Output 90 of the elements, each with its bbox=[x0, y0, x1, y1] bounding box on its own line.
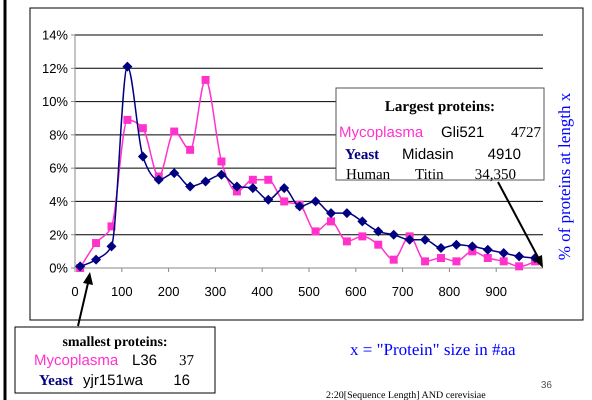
annotation: Gli521 bbox=[441, 124, 484, 141]
text: 2:20[Sequence Length] AND cerevisiae bbox=[326, 390, 486, 400]
point bbox=[374, 240, 382, 249]
point bbox=[122, 62, 132, 72]
text: L36 bbox=[132, 352, 158, 369]
x-tick-label: 100 bbox=[110, 284, 133, 299]
y-tick-label: 4% bbox=[49, 194, 68, 209]
point bbox=[200, 176, 211, 186]
point bbox=[106, 241, 117, 252]
point bbox=[436, 254, 445, 262]
annotation: Human bbox=[346, 167, 391, 183]
point bbox=[169, 168, 180, 178]
point bbox=[217, 157, 226, 166]
y-axis-title: % of proteins at length x bbox=[555, 92, 574, 260]
x-tick-label: 200 bbox=[158, 284, 180, 299]
y-tick-label: 2% bbox=[49, 227, 68, 242]
annotation: Titin bbox=[415, 167, 444, 183]
point bbox=[500, 257, 508, 266]
x-tick-label: 0 bbox=[71, 284, 79, 299]
point bbox=[138, 124, 147, 132]
point bbox=[280, 197, 288, 206]
x-axis-title: x = "Protein" size in #aa bbox=[350, 340, 516, 359]
annotation: Midasin bbox=[402, 146, 454, 163]
x-tick-label: 300 bbox=[204, 284, 226, 299]
point bbox=[515, 262, 524, 270]
point bbox=[373, 226, 384, 236]
text: Mycoplasma bbox=[339, 124, 424, 141]
annotation: Largest proteins: bbox=[384, 99, 496, 115]
x-tick-label: 800 bbox=[438, 284, 460, 299]
point bbox=[312, 227, 320, 236]
point bbox=[451, 240, 462, 250]
point bbox=[154, 174, 164, 185]
point bbox=[404, 234, 415, 245]
point bbox=[310, 196, 321, 206]
point bbox=[294, 201, 305, 212]
point bbox=[202, 76, 210, 84]
y-tick-label: 6% bbox=[49, 160, 68, 176]
point bbox=[514, 251, 524, 262]
point bbox=[388, 230, 399, 240]
point bbox=[279, 183, 290, 194]
point bbox=[75, 261, 86, 272]
point bbox=[248, 183, 258, 194]
text: yjr151wa bbox=[83, 372, 144, 389]
y-tick-label: 0% bbox=[49, 260, 68, 276]
annotation: 4910 bbox=[488, 146, 521, 163]
text: Mycoplasma bbox=[34, 352, 118, 369]
point bbox=[326, 217, 335, 226]
text: 36 bbox=[540, 380, 552, 391]
y-tick-label: 8% bbox=[49, 127, 68, 142]
point bbox=[357, 216, 368, 226]
text: Yeast bbox=[39, 373, 74, 389]
y-tick-label: 14% bbox=[42, 28, 68, 43]
point bbox=[91, 254, 102, 265]
annotation: 34,350 bbox=[474, 167, 516, 183]
y-tick-label: 12% bbox=[42, 60, 68, 76]
text: 37 bbox=[179, 353, 194, 369]
point bbox=[123, 116, 132, 124]
point bbox=[342, 208, 352, 218]
y-tick-label: 10% bbox=[42, 94, 68, 110]
x-tick-label: 900 bbox=[485, 284, 508, 299]
point bbox=[248, 176, 257, 184]
point bbox=[390, 256, 398, 264]
point bbox=[185, 181, 196, 192]
point bbox=[92, 239, 100, 248]
point bbox=[452, 257, 460, 266]
point bbox=[264, 176, 272, 184]
point bbox=[436, 243, 446, 254]
point bbox=[421, 257, 430, 266]
x-tick-label: 700 bbox=[392, 284, 414, 299]
x-tick-label: 500 bbox=[298, 284, 320, 299]
point bbox=[186, 146, 194, 154]
point bbox=[232, 181, 242, 192]
text: Yeast bbox=[345, 147, 380, 163]
point bbox=[484, 254, 492, 262]
point bbox=[326, 208, 336, 218]
point bbox=[498, 248, 509, 258]
text: 16 bbox=[173, 372, 190, 389]
annotation: 4727 bbox=[511, 125, 542, 141]
text: smallest proteins: bbox=[62, 335, 168, 350]
point bbox=[420, 234, 430, 245]
point bbox=[138, 151, 148, 162]
x-tick-label: 400 bbox=[251, 284, 274, 299]
point bbox=[216, 170, 226, 180]
point bbox=[358, 232, 366, 240]
point bbox=[263, 194, 274, 205]
x-tick-label: 600 bbox=[344, 284, 367, 299]
point bbox=[467, 241, 478, 252]
point bbox=[482, 244, 493, 255]
point bbox=[170, 128, 178, 136]
point bbox=[342, 237, 351, 246]
